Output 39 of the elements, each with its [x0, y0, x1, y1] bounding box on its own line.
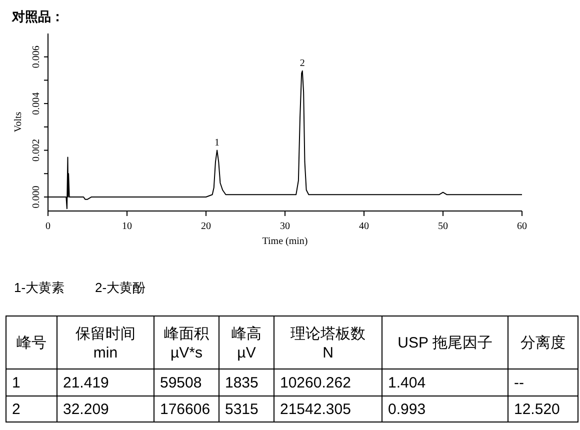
- text: 59508: [160, 374, 202, 392]
- text: USP 拖尾因子: [398, 334, 492, 352]
- text: 1-大黄素: [14, 280, 65, 295]
- text: 2: [12, 401, 20, 418]
- text: 0.993: [388, 401, 426, 418]
- y-tick-label: 0.002: [31, 139, 42, 162]
- text: 理论塔板数 N: [290, 326, 366, 362]
- text: 峰面积 µV*s: [164, 326, 209, 362]
- y-tick-label: 0.004: [31, 92, 42, 115]
- text: 分离度: [520, 334, 566, 352]
- text: --: [514, 374, 524, 392]
- text: 10260.262: [280, 374, 351, 392]
- text: 保留时间 min: [76, 326, 136, 362]
- x-tick-label: 30: [280, 221, 290, 232]
- x-tick-label: 40: [359, 221, 369, 232]
- text: 1835: [225, 374, 258, 392]
- text: 1.404: [388, 374, 426, 392]
- y-tick-label: 0.000: [31, 186, 42, 208]
- x-tick-label: 50: [438, 221, 448, 232]
- annotation: 1: [214, 137, 220, 148]
- text: 32.209: [63, 401, 109, 418]
- text: 12.520: [514, 401, 560, 418]
- x-axis-title: Time (min): [262, 236, 308, 247]
- text: 峰高 µV: [232, 326, 262, 362]
- x-tick-label: 0: [46, 221, 50, 232]
- text: 2-大黄酚: [95, 280, 146, 295]
- x-tick-label: 20: [201, 221, 211, 232]
- text: 5315: [225, 401, 258, 418]
- text: 21.419: [63, 374, 109, 392]
- x-tick-label: 10: [122, 221, 132, 232]
- y-axis-title: Volts: [13, 112, 24, 132]
- text: 176606: [160, 401, 210, 418]
- y-tick-label: 0.006: [31, 46, 42, 68]
- text: 21542.305: [280, 401, 351, 418]
- chart-title: 对照品：: [11, 9, 64, 24]
- x-tick-label: 60: [517, 221, 527, 232]
- annotation: 2: [300, 58, 305, 69]
- text: 1: [12, 374, 20, 392]
- text: 峰号: [16, 334, 46, 352]
